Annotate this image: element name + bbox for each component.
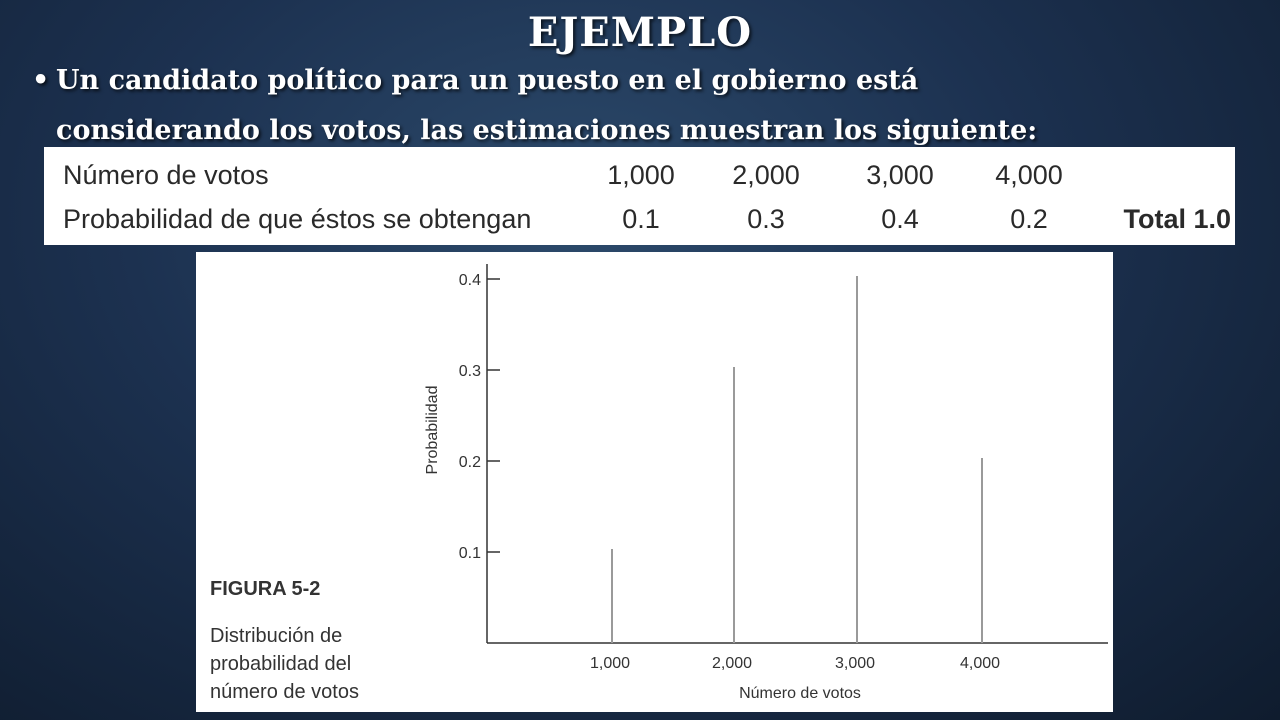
bullet-line-1: • Un candidato político para un puesto en… [32,56,1252,106]
bullet-line-1-text: Un candidato político para un puesto en … [56,65,919,96]
probability-table: Número de votos Probabilidad de que ésto… [44,147,1235,245]
figure-caption-line-3: número de votos [210,681,359,703]
x-tick-label: 4,000 [960,655,1000,672]
table-prob-4: 0.2 [1010,204,1048,234]
y-tick-label: 0.1 [459,545,481,562]
bullet-line-2: considerando los votos, las estimaciones… [56,115,1038,146]
x-tick-label: 2,000 [712,655,752,672]
probability-stem-chart: FIGURA 5-2 Distribución de probabilidad … [210,264,1108,703]
table-row2-label: Probabilidad de que éstos se obtengan [63,204,531,234]
x-tick-label: 1,000 [590,655,630,672]
figure-label: FIGURA 5-2 [210,578,320,600]
bullet-text: • Un candidato político para un puesto en… [32,56,1252,156]
x-axis-title: Número de votos [739,685,861,702]
probability-table-svg: Número de votos Probabilidad de que ésto… [63,160,1231,234]
table-vote-2: 2,000 [732,160,800,190]
table-prob-3: 0.4 [881,204,919,234]
figure-caption-line-2: probabilidad del [210,653,351,675]
y-tick-label: 0.4 [459,272,481,289]
y-tick-label: 0.2 [459,454,481,471]
table-prob-1: 0.1 [622,204,660,234]
table-vote-3: 3,000 [866,160,934,190]
table-total: Total 1.0 [1123,204,1231,234]
figure-caption-line-1: Distribución de [210,625,342,647]
chart-panel: FIGURA 5-2 Distribución de probabilidad … [196,252,1113,712]
table-vote-4: 4,000 [995,160,1063,190]
slide-title: EJEMPLO [527,9,753,56]
x-tick-label: 3,000 [835,655,875,672]
bullet-marker: • [32,65,50,96]
table-row1-label: Número de votos [63,160,269,190]
table-vote-1: 1,000 [607,160,675,190]
y-axis-title: Probabilidad [424,386,441,475]
table-prob-2: 0.3 [747,204,785,234]
y-tick-label: 0.3 [459,363,481,380]
